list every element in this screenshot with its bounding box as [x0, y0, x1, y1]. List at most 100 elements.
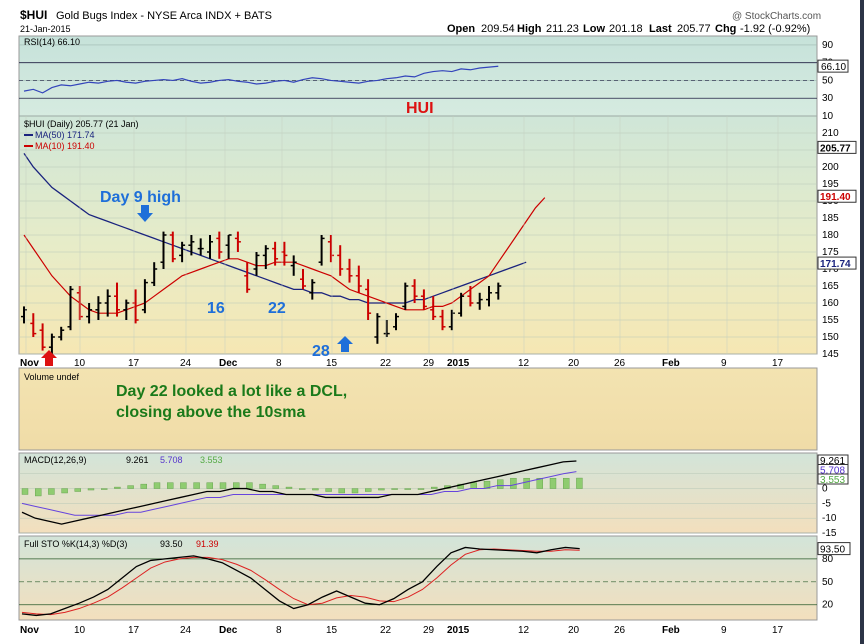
macd-badge-text: 9.261	[820, 456, 845, 467]
rsi-tick-label: 10	[822, 111, 834, 122]
x-tick-label: 12	[518, 358, 530, 369]
macd-tick-label: -10	[822, 513, 837, 524]
dcl-note-line2: closing above the 10sma	[116, 404, 306, 421]
macd-histogram-bar	[74, 488, 82, 492]
macd-histogram-bar	[114, 486, 121, 489]
macd-histogram-bar	[549, 477, 557, 489]
macd-tick-label: 0	[822, 484, 828, 495]
macd-histogram-bar	[404, 488, 411, 490]
x-tick-label: 17	[772, 358, 784, 369]
price-tick-label: 165	[822, 281, 839, 292]
symbol: $HUI	[20, 8, 47, 22]
arrow-up-icon	[337, 336, 353, 352]
x-tick-label: Dec	[219, 358, 238, 369]
x-tick-label: 9	[721, 358, 727, 369]
x-tick-label: 15	[326, 358, 338, 369]
macd-histogram-bar	[470, 482, 477, 489]
sto-x-tick-label: 12	[518, 625, 530, 636]
price-tick-label: 180	[822, 230, 839, 241]
macd-histogram-bar	[180, 482, 187, 489]
macd-histogram-bar	[153, 482, 161, 489]
sto-legend-k: 93.50	[160, 539, 183, 549]
macd-histogram-bar	[483, 480, 491, 489]
macd-panel	[18, 452, 818, 534]
price-tick-label: 155	[822, 315, 839, 326]
x-tick-label: Feb	[662, 358, 680, 369]
axis-layer: Nov 10 17 24 Dec 8 15 22 29 2015 12 20 26 Feb 9 17	[20, 116, 784, 369]
macd-histogram-bar	[431, 486, 438, 489]
x-tick-label: 29	[423, 358, 435, 369]
macd-histogram-bar	[417, 488, 425, 490]
last-value: 205.77	[677, 23, 711, 35]
sto-legend: Full STO %K(14,3) %D(3) 93.50 91.39	[24, 539, 219, 549]
macd-badge-text: 5.708	[820, 466, 845, 477]
macd-histogram-bar	[48, 488, 55, 495]
sto-x-tick-label: 22	[380, 625, 392, 636]
macd-histogram-bar	[259, 483, 266, 489]
price-tick-label: 185	[822, 213, 839, 224]
macd-histogram-bar	[536, 477, 543, 489]
sto-value-badge	[817, 542, 851, 556]
last-label: Last	[649, 23, 672, 35]
sto-x-tick-label: Dec	[219, 625, 238, 636]
x-tick-label: 10	[74, 358, 86, 369]
x-tick-label: 17	[128, 358, 140, 369]
rsi-layer: 907050301066.10	[19, 40, 849, 122]
sto-x-tick-label: 20	[568, 625, 580, 636]
open-value: 209.54	[481, 23, 515, 35]
rsi-tick-label: 30	[822, 93, 834, 104]
price-tick-label: 175	[822, 247, 839, 258]
low-value: 201.18	[609, 23, 643, 35]
price-tick-label: 145	[822, 349, 839, 360]
ma50-line	[23, 153, 527, 304]
high-value: 211.23	[546, 23, 579, 35]
ma10-badge	[817, 189, 857, 203]
sto-layer: 80 50 20 93.50 Nov 10 17 24 Dec 8 15 22 29 2015 12 20 26…	[19, 542, 851, 636]
ma50-badge-text: 171.74	[820, 259, 851, 270]
macd-histogram-bar	[457, 483, 464, 489]
label-28: 28	[312, 343, 330, 360]
ma50-legend: MA(50) 171.74	[35, 130, 95, 140]
chg-value: -1.92 (-0.92%)	[740, 23, 810, 35]
open-label: Open	[447, 23, 475, 35]
sto-x-tick-label: 10	[74, 625, 86, 636]
price-tick-label: 150	[822, 332, 839, 343]
rsi-label: RSI(14) 66.10	[24, 37, 80, 47]
label-16: 16	[207, 300, 225, 317]
sto-k-line	[21, 546, 580, 617]
hui-annotation: HUI	[406, 100, 434, 117]
arrow-down-icon	[137, 205, 153, 222]
x-tick-label: 8	[276, 358, 282, 369]
x-tick-label: Nov	[20, 358, 39, 369]
label-22: 22	[268, 300, 286, 317]
sto-x-tick-label: 9	[721, 625, 727, 636]
sto-x-tick-label: 26	[614, 625, 626, 636]
macd-badge-text: 3.553	[820, 475, 845, 486]
macd-histogram-bar	[563, 477, 570, 489]
macd-badge	[817, 473, 849, 485]
x-tick-label: 20	[568, 358, 580, 369]
watermark: @ StockCharts.com	[732, 11, 821, 22]
macd-histogram-bar	[338, 488, 345, 494]
last-price-badge	[817, 140, 857, 154]
x-tick-label: 24	[180, 358, 192, 369]
macd-legend-signal: 5.708	[160, 455, 183, 465]
sto-legend-d: 91.39	[196, 539, 219, 549]
macd-histogram-bar	[100, 488, 108, 490]
macd-tick-label: -15	[822, 528, 837, 539]
macd-histogram-bar	[285, 486, 293, 489]
sto-tick-label: 50	[822, 577, 834, 588]
sto-tick-label: 20	[822, 600, 834, 611]
macd-histogram-bar	[391, 488, 398, 490]
macd-histogram-bar	[166, 482, 174, 489]
x-tick-label: 26	[614, 358, 626, 369]
macd-histogram-bar	[378, 488, 385, 491]
sto-x-tick-label: 2015	[447, 625, 470, 636]
x-tick-label: 22	[380, 358, 392, 369]
sto-x-tick-label: 15	[326, 625, 338, 636]
sto-x-tick-label: Feb	[662, 625, 680, 636]
macd-tick-label: -5	[822, 498, 831, 509]
volume-label: Volume undef	[24, 372, 80, 382]
